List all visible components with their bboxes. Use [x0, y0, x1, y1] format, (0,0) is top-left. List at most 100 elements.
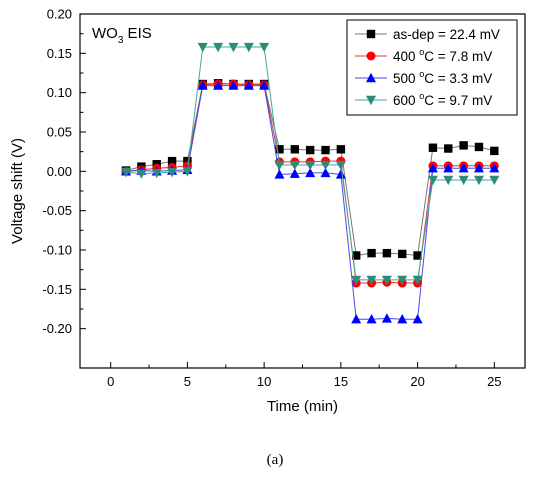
- data-point: [121, 167, 132, 178]
- legend-entry: 600 oC = 9.7 mV: [355, 91, 492, 108]
- data-point: [352, 251, 361, 260]
- legend-entry: as-dep = 22.4 mV: [355, 27, 500, 42]
- data-point: [412, 275, 423, 286]
- annotation-rest: EIS: [123, 25, 151, 42]
- legend-label-superscript: o: [419, 91, 424, 101]
- data-point: [366, 314, 377, 324]
- data-point: [444, 144, 453, 153]
- legend-label-text: C = 7.8 mV: [424, 49, 492, 64]
- data-point: [443, 175, 454, 186]
- data-point: [459, 141, 468, 150]
- data-point: [305, 145, 315, 155]
- legend-label: as-dep = 22.4 mV: [393, 27, 500, 42]
- legend-entry: 400 oC = 7.8 mV: [355, 47, 492, 64]
- x-tick-label: 5: [184, 374, 191, 389]
- legend-box: [346, 19, 518, 116]
- y-axis-title: Voltage shift (V): [9, 138, 26, 244]
- data-point: [305, 160, 316, 171]
- legend-label-text: as-dep = 22.4 mV: [393, 27, 500, 42]
- legend-marker: [366, 72, 376, 83]
- series-layer: [121, 42, 500, 324]
- x-tick-label: 25: [487, 374, 501, 389]
- chart-annotation: WO3 EIS: [92, 25, 152, 46]
- data-point: [412, 314, 423, 324]
- data-point: [489, 162, 500, 173]
- legend-label: 500 oC = 3.3 mV: [393, 69, 492, 86]
- data-point: [167, 167, 178, 178]
- data-point: [458, 162, 469, 173]
- legend-marker: [366, 95, 376, 106]
- legend-label: 400 oC = 7.8 mV: [393, 47, 492, 64]
- data-point: [397, 275, 408, 286]
- data-point: [336, 145, 346, 154]
- y-tick-label: 0.15: [47, 46, 72, 61]
- legend-label-text: 500: [393, 71, 419, 86]
- data-point: [320, 167, 331, 178]
- legend-label-superscript: o: [419, 69, 424, 79]
- data-point: [398, 249, 407, 259]
- data-point: [136, 169, 147, 179]
- data-point: [259, 80, 270, 90]
- data-point: [243, 42, 254, 53]
- data-point: [228, 80, 239, 90]
- data-point: [335, 169, 346, 179]
- data-point: [413, 251, 422, 260]
- y-tick-label: 0.05: [47, 125, 72, 140]
- data-point: [167, 156, 177, 166]
- data-point: [458, 175, 469, 186]
- legend-entry: 500 oC = 3.3 mV: [355, 69, 492, 86]
- data-point: [490, 146, 499, 156]
- series-2: [121, 80, 500, 324]
- data-point: [366, 275, 377, 286]
- legend-label-text: 400: [393, 49, 419, 64]
- data-point: [321, 145, 330, 155]
- figure-caption: (a): [266, 452, 284, 468]
- data-point: [473, 175, 484, 186]
- data-point: [243, 80, 254, 90]
- data-point: [489, 175, 500, 186]
- data-point: [228, 42, 239, 53]
- legend-marker: [366, 51, 376, 61]
- data-point: [182, 167, 193, 177]
- data-point: [382, 248, 392, 258]
- series-3: [121, 42, 500, 286]
- legend-label-text: C = 9.7 mV: [424, 93, 492, 108]
- data-point: [428, 143, 438, 152]
- x-tick-label: 20: [410, 374, 424, 389]
- data-point: [427, 175, 438, 186]
- y-tick-label: 0.10: [47, 85, 72, 100]
- data-point: [474, 142, 484, 152]
- data-point: [274, 169, 285, 179]
- x-tick-label: 10: [257, 374, 271, 389]
- data-point: [197, 80, 208, 90]
- data-point: [367, 248, 376, 258]
- data-point: [289, 160, 300, 171]
- annotation-subscript: 3: [118, 35, 124, 46]
- data-point: [197, 42, 208, 53]
- y-tick-label: -0.15: [42, 282, 72, 297]
- legend-label-text: C = 3.3 mV: [424, 71, 492, 86]
- data-point: [183, 156, 192, 166]
- data-point: [397, 314, 408, 324]
- data-point: [151, 168, 162, 179]
- data-point: [275, 145, 284, 154]
- y-tick-label: -0.05: [42, 203, 72, 218]
- axes-layer: -0.20 -0.15 -0.10 -0.05 0.00 0.05 0.10 0.15 0.20…: [42, 7, 501, 390]
- data-point: [320, 160, 331, 171]
- legend-label: 600 oC = 9.7 mV: [393, 91, 492, 108]
- voltage-shift-chart: -0.20 -0.15 -0.10 -0.05 0.00 0.05 0.10 0.15 0.20…: [9, 7, 526, 415]
- data-point: [427, 162, 438, 173]
- legend-marker: [366, 29, 376, 39]
- data-point: [213, 42, 224, 53]
- data-point: [213, 80, 224, 90]
- annotation-main: WO: [92, 25, 118, 42]
- data-point: [274, 160, 285, 171]
- data-point: [443, 162, 454, 173]
- data-point: [305, 167, 316, 178]
- data-point: [259, 42, 270, 53]
- legend-label-text: 600: [393, 93, 419, 108]
- data-point: [351, 314, 362, 324]
- y-tick-label: 0.20: [47, 7, 72, 22]
- x-tick-label: 15: [334, 374, 348, 389]
